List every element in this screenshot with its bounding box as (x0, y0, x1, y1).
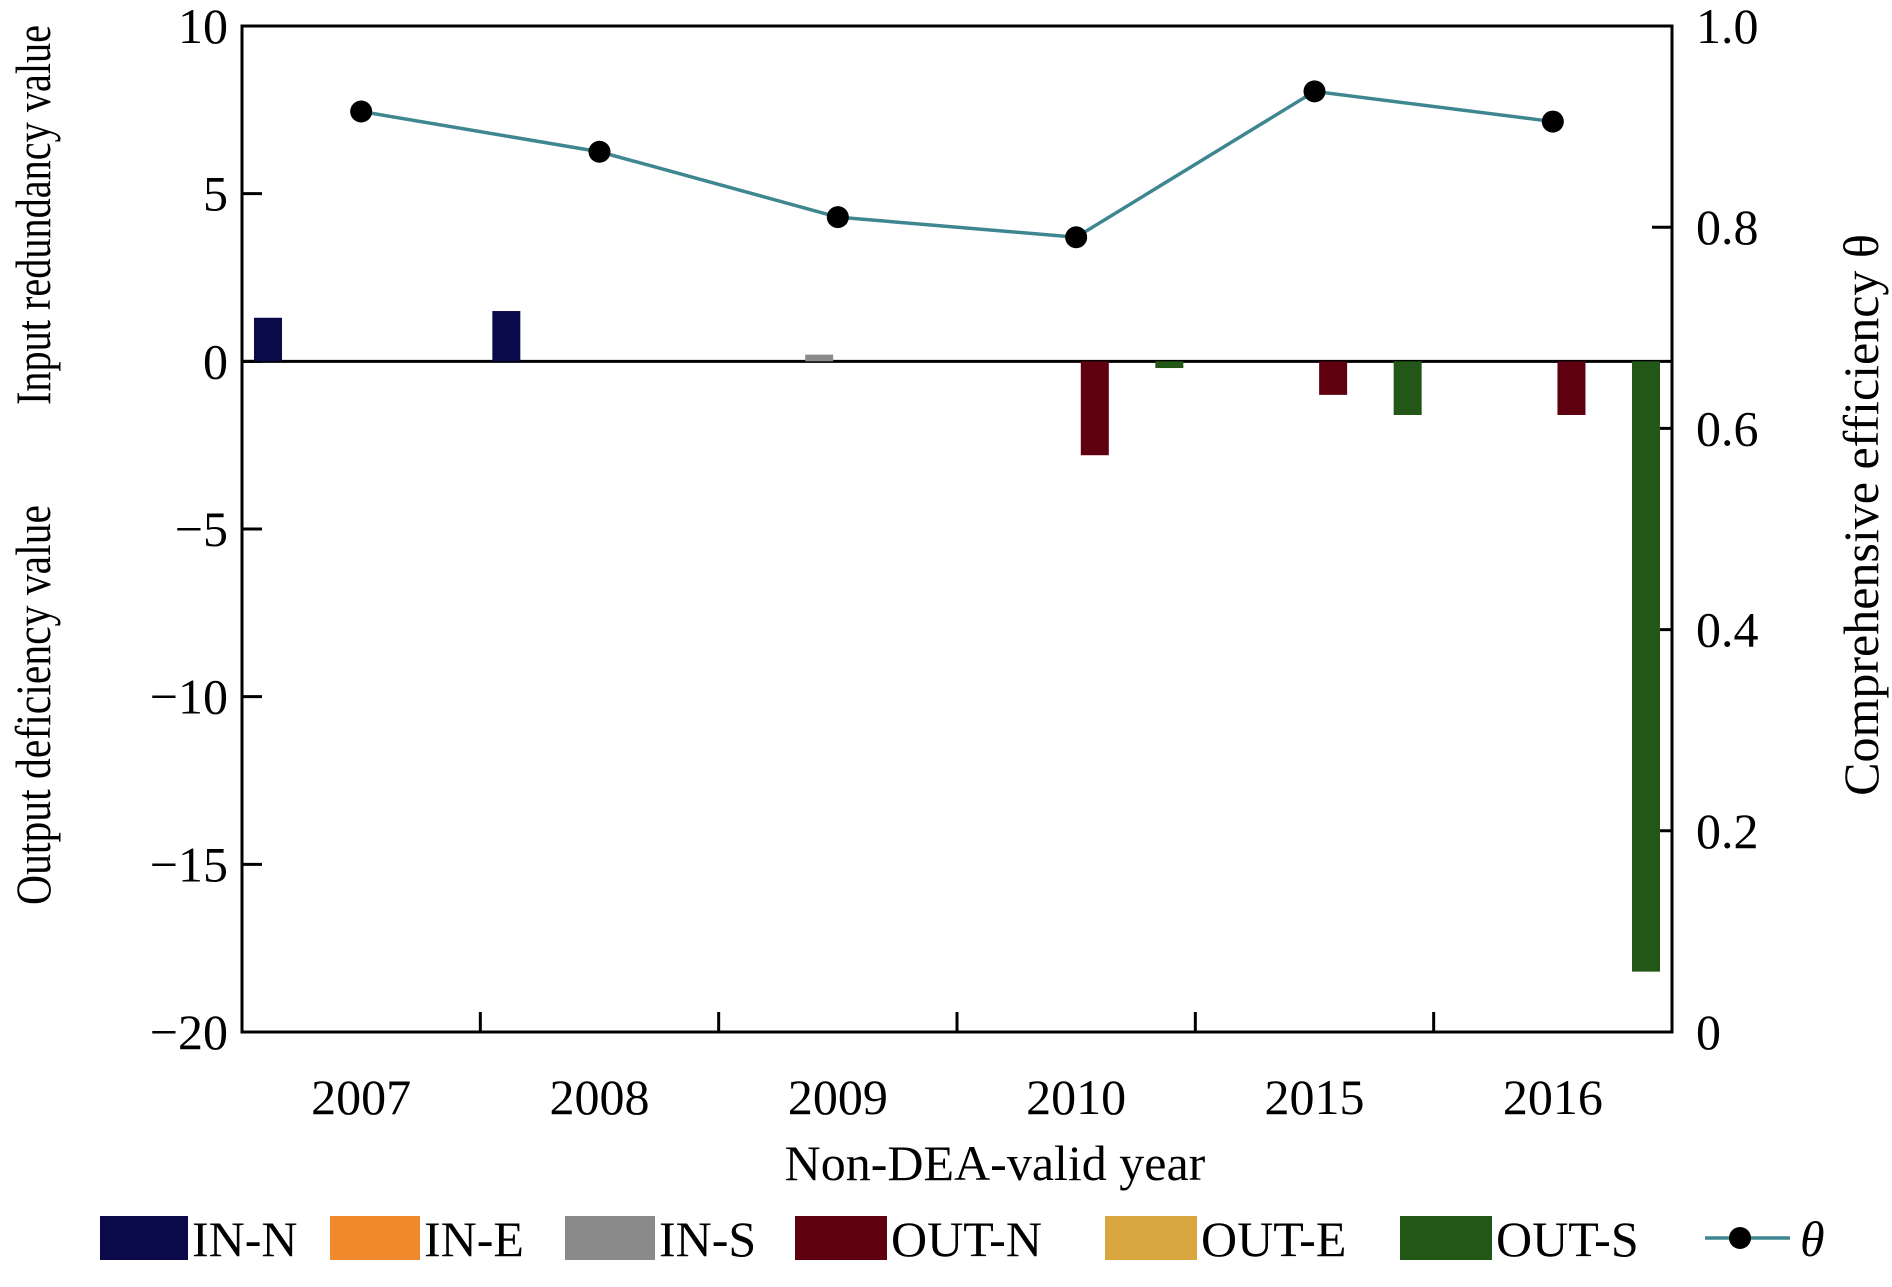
bar-series (254, 311, 1660, 972)
right-tick-label: 0 (1696, 1004, 1721, 1060)
legend-swatch-out-s (1400, 1216, 1492, 1260)
legend-label-out-s: OUT-S (1496, 1211, 1639, 1267)
right-tick-label: 0.2 (1696, 803, 1759, 859)
left-tick-label: −15 (150, 836, 228, 892)
legend: IN-N IN-E IN-S OUT-N OUT-E OUT-S θ (100, 1211, 1825, 1267)
legend-label-in-n: IN-N (192, 1211, 298, 1267)
right-tick-label: 0.6 (1696, 400, 1759, 456)
x-tick-label: 2010 (1026, 1069, 1126, 1125)
x-tick-label: 2007 (311, 1069, 411, 1125)
legend-swatch-out-n (795, 1216, 887, 1260)
bar-out-s-2010 (1155, 361, 1184, 369)
y-axis-title-input-redundancy: Input redundancy value (5, 25, 61, 405)
bar-in-n-2007 (254, 317, 282, 362)
efficiency-point-2009 (826, 206, 849, 229)
y-axis-title-comprehensive-efficiency: Comprehensive efficiency θ (1833, 234, 1889, 796)
bar-out-s-2015 (1393, 361, 1422, 415)
right-axis-ticks: 1.0 0.8 0.6 0.4 0.2 0 (1652, 0, 1759, 1060)
plot-area (240, 24, 1674, 1034)
efficiency-line-series (350, 80, 1564, 249)
left-axis-ticks: 10 5 0 −5 −10 −15 −20 (150, 0, 262, 1060)
x-tick-label: 2015 (1265, 1069, 1365, 1125)
right-tick-label: 1.0 (1696, 0, 1759, 54)
bar-in-n-2008 (492, 311, 521, 362)
x-tick-label: 2016 (1503, 1069, 1603, 1125)
bar-out-n-2010 (1080, 361, 1109, 456)
left-tick-label: 0 (203, 333, 228, 389)
legend-label-theta: θ (1800, 1211, 1825, 1267)
legend-swatch-in-s (565, 1216, 655, 1260)
left-tick-label: −20 (150, 1004, 228, 1060)
legend-label-out-n: OUT-N (891, 1211, 1042, 1267)
efficiency-line (360, 89, 1554, 240)
efficiency-point-2008 (588, 140, 611, 163)
bar-out-n-2016 (1557, 361, 1586, 415)
right-tick-label: 0.4 (1696, 602, 1759, 658)
left-tick-label: −10 (150, 669, 228, 725)
x-axis-title: Non-DEA-valid year (785, 1135, 1206, 1191)
legend-swatch-in-n (100, 1216, 188, 1260)
left-tick-label: 10 (178, 0, 228, 54)
x-tick-label: 2009 (788, 1069, 888, 1125)
bar-out-n-2015 (1319, 361, 1348, 395)
efficiency-point-2010 (1065, 226, 1088, 249)
x-tick-label: 2008 (550, 1069, 650, 1125)
efficiency-point-2016 (1541, 110, 1564, 133)
legend-label-in-s: IN-S (659, 1211, 756, 1267)
legend-swatch-in-e (330, 1216, 420, 1260)
legend-label-out-e: OUT-E (1201, 1211, 1346, 1267)
y-axis-title-output-deficiency: Output deficiency value (5, 505, 61, 905)
legend-swatch-theta-marker (1729, 1227, 1751, 1249)
right-tick-label: 0.8 (1696, 199, 1759, 255)
x-axis-ticks: 2007 2008 2009 2010 2015 2016 (311, 1012, 1603, 1125)
efficiency-point-2007 (350, 100, 373, 123)
bar-out-s-2016 (1632, 361, 1660, 972)
bar-in-s-2009 (805, 354, 834, 362)
legend-swatch-out-e (1105, 1216, 1197, 1260)
left-tick-label: 5 (203, 166, 228, 222)
plot-frame (240, 24, 1674, 1034)
legend-label-in-e: IN-E (424, 1211, 524, 1267)
efficiency-point-2015 (1303, 80, 1326, 103)
left-tick-label: −5 (175, 501, 228, 557)
